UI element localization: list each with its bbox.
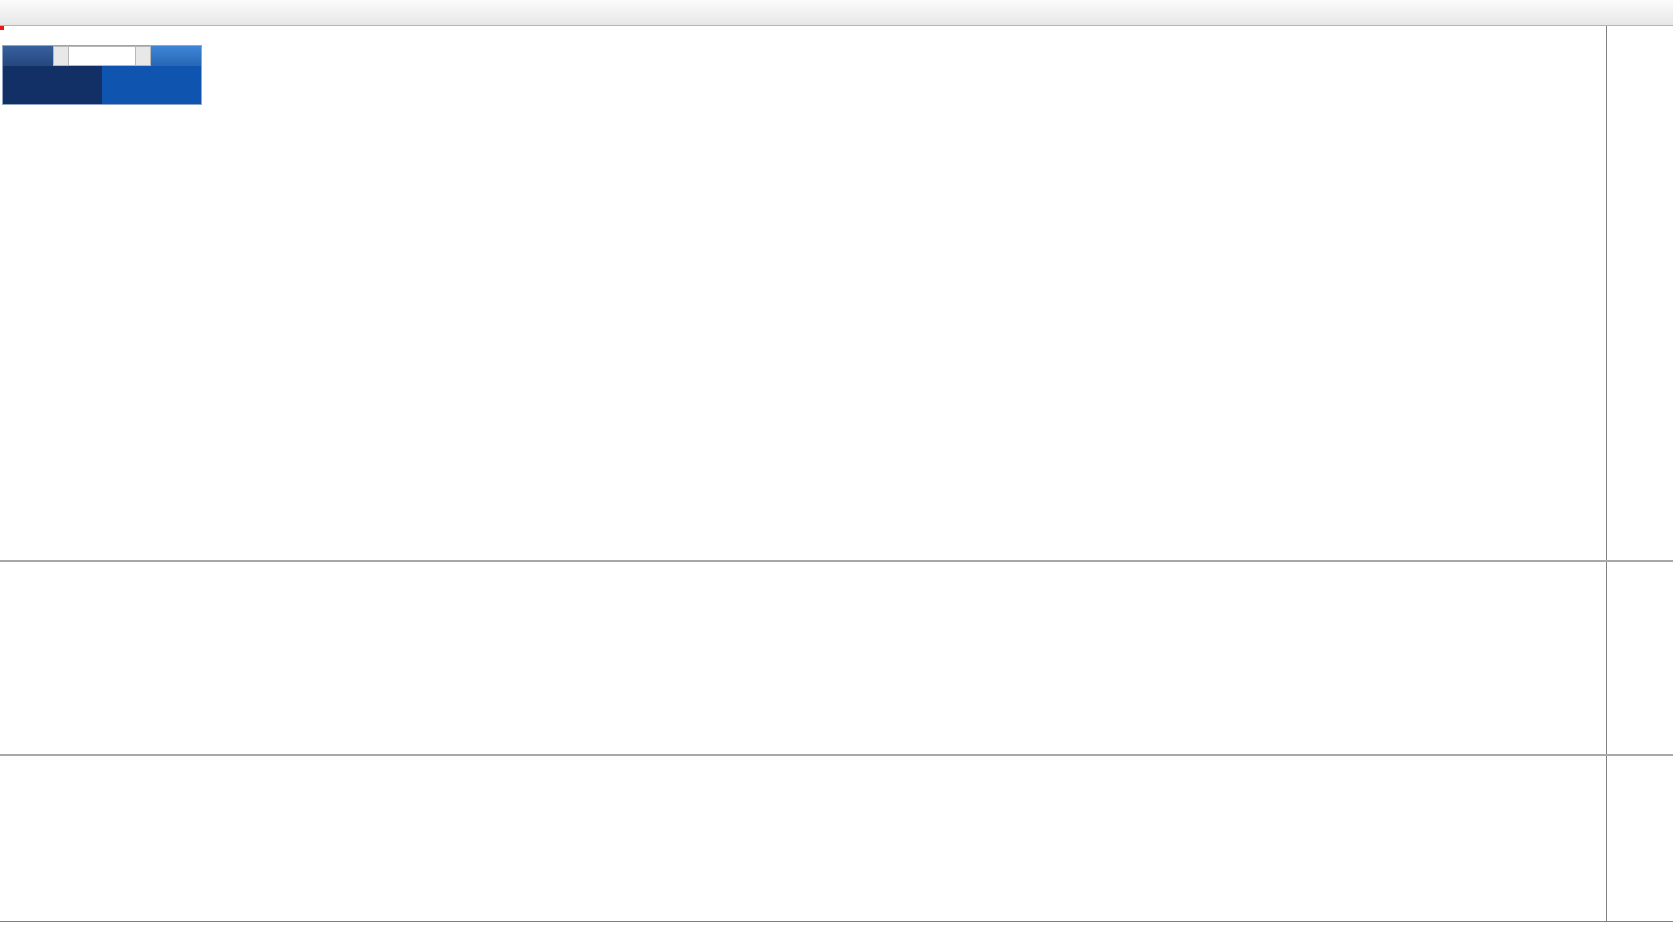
price-chart-plot[interactable] xyxy=(0,26,1606,560)
trade-panel-prices xyxy=(3,66,201,104)
macd-chart-canvas[interactable] xyxy=(0,562,300,712)
rsi-panel[interactable] xyxy=(0,756,1606,921)
macd-row xyxy=(0,562,1673,754)
rsi-chart-canvas[interactable] xyxy=(0,756,300,906)
macd-scale[interactable] xyxy=(1606,562,1673,754)
macd-panel[interactable] xyxy=(0,562,1606,754)
rsi-splitter[interactable] xyxy=(0,754,1673,756)
rsi-row xyxy=(0,756,1673,921)
rsi-scale[interactable] xyxy=(1606,756,1673,921)
buy-button[interactable] xyxy=(151,46,201,66)
price-scale[interactable] xyxy=(1606,26,1673,560)
macd-splitter[interactable] xyxy=(0,560,1673,562)
buy-price-button[interactable] xyxy=(102,66,201,104)
trade-panel-top-row xyxy=(3,46,201,66)
rsi-label xyxy=(5,759,12,771)
price-callout-box[interactable] xyxy=(0,26,4,30)
volume-decrease-button[interactable] xyxy=(53,46,69,66)
volume-increase-button[interactable] xyxy=(135,46,151,66)
macd-label xyxy=(5,565,18,577)
symbol-ohlc-label xyxy=(8,30,20,42)
sell-button[interactable] xyxy=(3,46,53,66)
one-click-trading-panel xyxy=(2,45,202,105)
main-toolbar xyxy=(0,0,1673,26)
time-axis[interactable] xyxy=(0,921,1673,946)
sell-price-button[interactable] xyxy=(3,66,102,104)
price-chart-row xyxy=(0,26,1673,560)
volume-input[interactable] xyxy=(69,46,135,66)
